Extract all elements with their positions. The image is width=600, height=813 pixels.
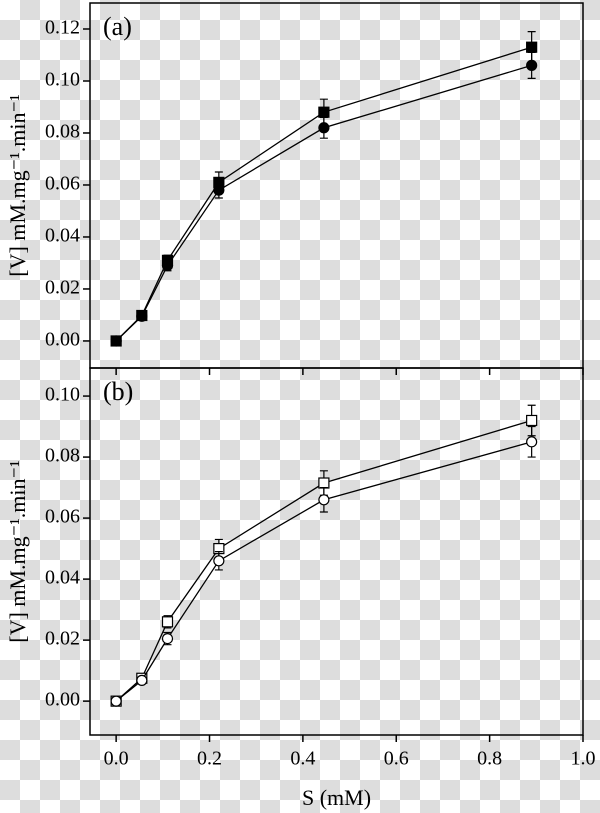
marker	[318, 122, 330, 134]
y-tick-label: 0.10	[45, 384, 80, 406]
marker	[526, 414, 538, 427]
y-tick-label: 0.06	[45, 506, 80, 528]
y-tick-label: 0.00	[45, 329, 80, 351]
x-tick-label: 0.8	[477, 748, 502, 770]
series-line	[115, 46, 532, 342]
x-axis-label: S (mM)	[302, 785, 371, 810]
y-axis-label: [V] mM.mg⁻¹.min⁻¹	[5, 94, 30, 276]
x-tick-label: 0.2	[197, 748, 222, 770]
marker	[110, 695, 122, 707]
marker	[161, 616, 174, 628]
marker	[161, 259, 174, 272]
y-tick-label: 0.04	[45, 225, 80, 247]
series-line	[115, 64, 532, 342]
y-tick-label: 0.08	[45, 445, 80, 467]
marker	[526, 41, 538, 53]
y-tick-label: 0.02	[45, 277, 80, 299]
marker	[526, 59, 538, 71]
marker	[136, 674, 148, 686]
y-tick-label: 0.10	[45, 69, 80, 91]
marker	[526, 436, 538, 448]
plot-frame	[89, 367, 584, 736]
panel-label: (a)	[103, 12, 132, 41]
marker	[110, 335, 122, 347]
y-tick-label: 0.08	[45, 121, 80, 143]
y-tick-label: 0.12	[45, 17, 80, 39]
series-line	[115, 419, 532, 702]
marker	[213, 184, 225, 196]
marker	[318, 106, 330, 118]
y-tick-label: 0.06	[45, 173, 80, 195]
x-tick-label: 0.6	[384, 748, 409, 770]
plot-frame	[89, 2, 584, 369]
marker	[318, 477, 330, 489]
marker	[318, 494, 330, 506]
panel-label: (b)	[103, 377, 133, 406]
marker	[213, 555, 225, 567]
x-tick-label: 1.0	[571, 748, 596, 770]
y-tick-label: 0.04	[45, 567, 80, 589]
x-tick-label: 0.0	[104, 748, 129, 770]
y-tick-label: 0.00	[45, 689, 80, 711]
marker	[161, 632, 174, 645]
y-tick-label: 0.02	[45, 628, 80, 650]
x-tick-label: 0.4	[290, 748, 315, 770]
y-axis-label: [V] mM.mg⁻¹.min⁻¹	[5, 460, 30, 642]
marker	[136, 310, 148, 322]
